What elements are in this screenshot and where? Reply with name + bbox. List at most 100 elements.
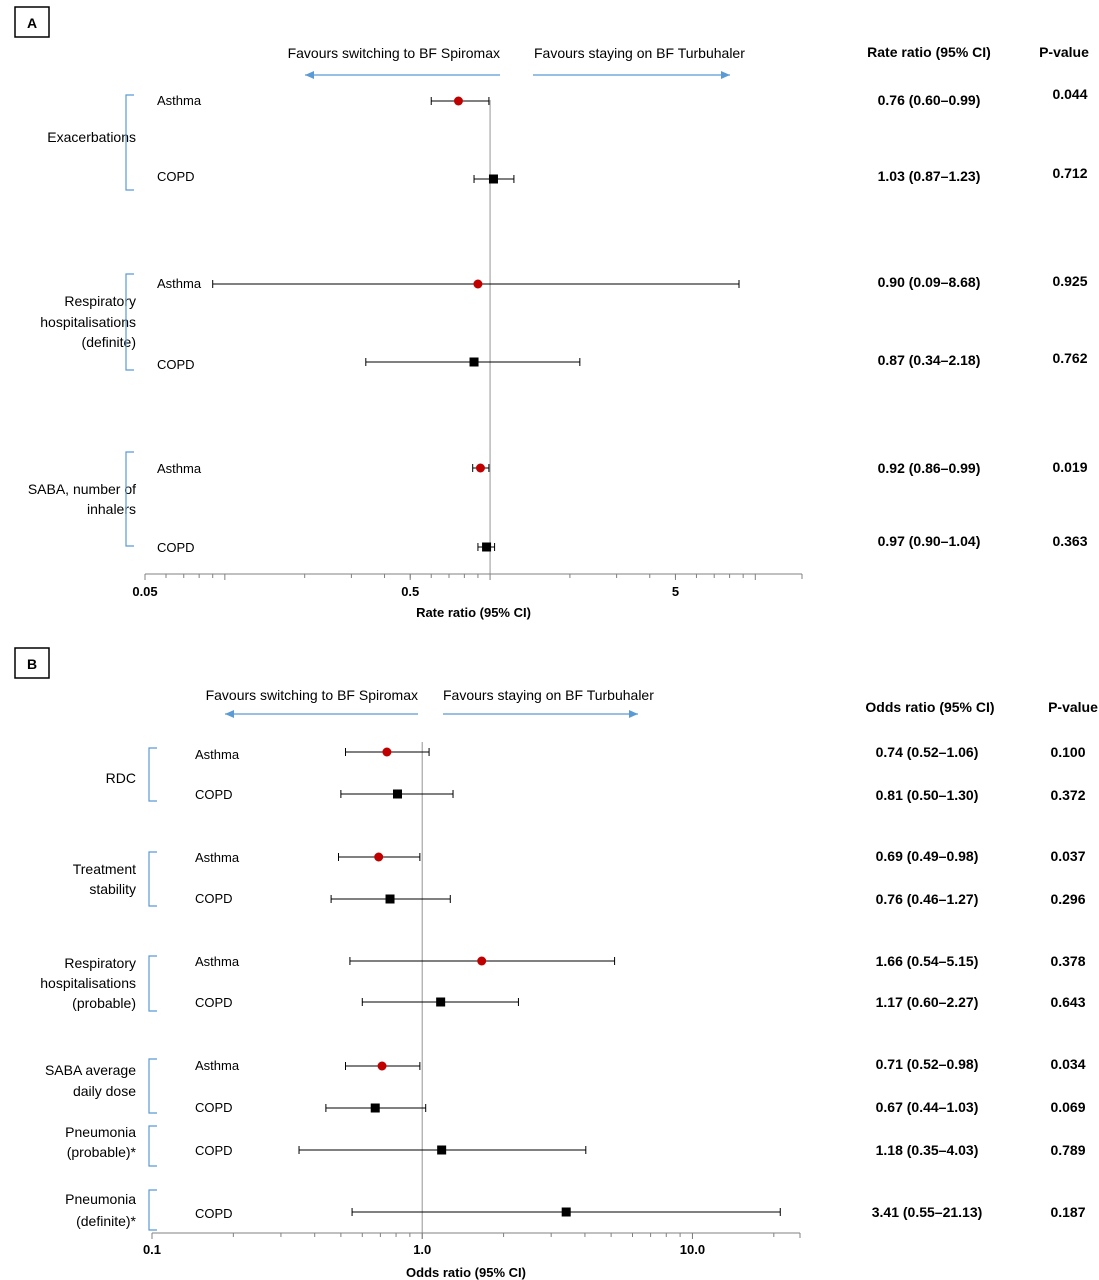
panel-b: B Favours switching to BF Spiromax Favours… xyxy=(14,647,1098,1280)
row-label-asthma: Asthma xyxy=(157,276,202,291)
favours-left-label: Favours switching to BF Spiromax xyxy=(206,687,418,703)
group-name-line: SABA, number of xyxy=(28,481,136,497)
group-bracket xyxy=(148,1058,157,1114)
favours-right-arrowhead xyxy=(629,710,638,718)
group-name-line: Respiratory xyxy=(64,955,136,971)
p-value: 0.762 xyxy=(1052,350,1087,366)
row-label-copd: COPD xyxy=(157,169,195,184)
outcome-group: RDC Asthma 0.74 (0.52–1.06) 0.100 COPD 0.81 (… xyxy=(106,744,1086,803)
x-axis-label: Rate ratio (95% CI) xyxy=(416,605,531,620)
point-estimate-copd xyxy=(488,174,498,184)
row-label-copd: COPD xyxy=(195,1100,233,1115)
row-label-copd: COPD xyxy=(195,995,233,1010)
point-estimate-asthma xyxy=(377,1061,387,1071)
panel-label: B xyxy=(27,656,37,672)
estimate-column-header: Rate ratio (95% CI) xyxy=(867,44,991,60)
favours-left-arrowhead xyxy=(305,71,314,79)
point-estimate-asthma xyxy=(453,96,463,106)
group-bracket xyxy=(148,1125,157,1167)
group-bracket xyxy=(148,955,157,1012)
group-bracket xyxy=(148,747,157,802)
group-bracket xyxy=(125,94,134,191)
ci-text: 1.66 (0.54–5.15) xyxy=(876,953,979,969)
point-estimate-copd xyxy=(393,789,403,799)
group-name-line: (probable)* xyxy=(67,1144,137,1160)
p-value: 0.296 xyxy=(1050,891,1085,907)
p-value: 0.925 xyxy=(1052,273,1087,289)
ci-text: 3.41 (0.55–21.13) xyxy=(872,1204,983,1220)
favours-left-arrowhead xyxy=(225,710,234,718)
p-value: 0.372 xyxy=(1050,787,1085,803)
point-estimate-copd xyxy=(370,1103,380,1113)
p-value: 0.100 xyxy=(1050,744,1085,760)
group-bracket xyxy=(125,451,134,547)
group-name-line: hospitalisations xyxy=(40,975,136,991)
favours-right-label: Favours staying on BF Turbuhaler xyxy=(443,687,654,703)
group-name-line: Exacerbations xyxy=(47,129,136,145)
outcome-group: Respiratory hospitalisations (definite) Ast… xyxy=(40,273,1087,372)
row-label-copd: COPD xyxy=(157,357,195,372)
point-estimate-copd xyxy=(437,1145,447,1155)
p-value: 0.789 xyxy=(1050,1142,1085,1158)
point-estimate-copd xyxy=(436,997,446,1007)
p-value: 0.363 xyxy=(1052,533,1087,549)
ci-text: 0.67 (0.44–1.03) xyxy=(876,1099,979,1115)
favours-right-arrowhead xyxy=(721,71,730,79)
row-label-copd: COPD xyxy=(157,540,195,555)
p-value: 0.378 xyxy=(1050,953,1085,969)
panel-label-box xyxy=(14,6,50,38)
ci-text: 0.92 (0.86–0.99) xyxy=(878,460,981,476)
p-value: 0.044 xyxy=(1052,86,1087,102)
group-name-line: Treatment xyxy=(73,861,136,877)
row-label-copd: COPD xyxy=(195,1143,233,1158)
ci-text: 0.74 (0.52–1.06) xyxy=(876,744,979,760)
ci-text: 1.03 (0.87–1.23) xyxy=(878,168,981,184)
group-name-line: stability xyxy=(89,881,136,897)
p-value: 0.034 xyxy=(1050,1056,1085,1072)
ci-text: 0.97 (0.90–1.04) xyxy=(878,533,981,549)
x-tick-label: 0.1 xyxy=(143,1242,161,1257)
ci-text: 0.76 (0.46–1.27) xyxy=(876,891,979,907)
row-label-copd: COPD xyxy=(195,1206,233,1221)
p-value: 0.187 xyxy=(1050,1204,1085,1220)
row-label-asthma: Asthma xyxy=(157,93,202,108)
x-tick-label: 1.0 xyxy=(413,1242,431,1257)
point-estimate-asthma xyxy=(473,279,483,289)
row-label-asthma: Asthma xyxy=(157,461,202,476)
point-estimate-copd xyxy=(561,1207,571,1217)
panel-label: A xyxy=(27,15,37,31)
outcome-group: Pneumonia (definite)* COPD 3.41 (0.55–21.13… xyxy=(65,1189,1086,1231)
row-label-asthma: Asthma xyxy=(195,850,240,865)
point-estimate-asthma xyxy=(475,463,485,473)
outcome-group: SABA, number of inhalers Asthma 0.92 (0.86–… xyxy=(28,451,1088,555)
ci-text: 0.76 (0.60–0.99) xyxy=(878,92,981,108)
ci-text: 0.90 (0.09–8.68) xyxy=(878,274,981,290)
estimate-column-header: Odds ratio (95% CI) xyxy=(865,699,994,715)
group-name-line: Pneumonia xyxy=(65,1124,136,1140)
ci-text: 0.71 (0.52–0.98) xyxy=(876,1056,979,1072)
group-name-line: Respiratory xyxy=(64,293,136,309)
ci-text: 0.69 (0.49–0.98) xyxy=(876,848,979,864)
point-estimate-asthma xyxy=(382,747,392,757)
ci-text: 0.87 (0.34–2.18) xyxy=(878,352,981,368)
group-name-line: daily dose xyxy=(73,1083,136,1099)
favours-right-label: Favours staying on BF Turbuhaler xyxy=(534,45,745,61)
group-bracket xyxy=(148,851,157,907)
group-name-line: (probable) xyxy=(72,995,136,1011)
group-bracket xyxy=(125,273,134,371)
group-name-line: (definite) xyxy=(82,334,136,350)
point-estimate-asthma xyxy=(477,956,487,966)
x-axis-label: Odds ratio (95% CI) xyxy=(406,1265,526,1280)
point-estimate-asthma xyxy=(374,852,384,862)
group-bracket xyxy=(148,1189,157,1231)
point-estimate-copd xyxy=(385,894,395,904)
row-label-asthma: Asthma xyxy=(195,747,240,762)
p-value: 0.037 xyxy=(1050,848,1085,864)
p-value: 0.069 xyxy=(1050,1099,1085,1115)
ci-text: 0.81 (0.50–1.30) xyxy=(876,787,979,803)
outcome-group: SABA average daily dose Asthma 0.71 (0.52–0… xyxy=(45,1056,1086,1115)
p-value: 0.712 xyxy=(1052,165,1087,181)
group-name-line: hospitalisations xyxy=(40,314,136,330)
p-value: 0.643 xyxy=(1050,994,1085,1010)
